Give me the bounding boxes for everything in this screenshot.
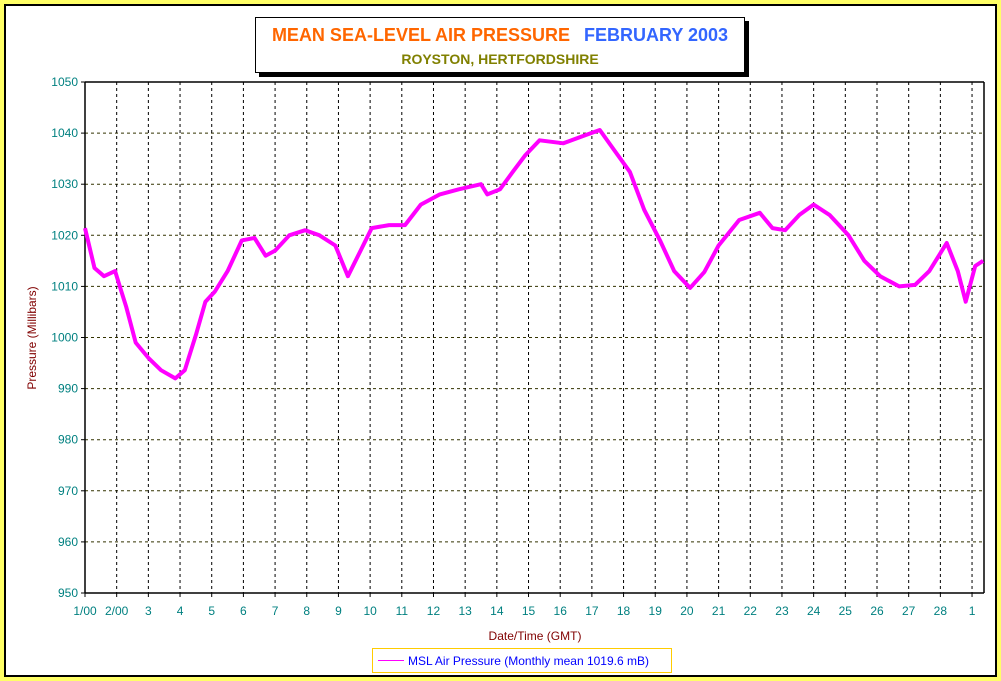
x-tick-label: 14 — [490, 604, 504, 618]
x-tick-label: 27 — [902, 604, 916, 618]
chart-title: MEAN SEA-LEVEL AIR PRESSURE — [271, 25, 570, 45]
x-tick-label: 20 — [680, 604, 694, 618]
x-tick-label: 5 — [208, 604, 215, 618]
y-axis-label: Pressure (Millibars) — [25, 286, 39, 389]
legend-label: MSL Air Pressure (Monthly mean 1019.6 mB… — [408, 653, 649, 668]
x-tick-label: 10 — [363, 604, 377, 618]
x-tick-label: 18 — [617, 604, 631, 618]
x-tick-label: 23 — [775, 604, 789, 618]
x-tick-label: 15 — [522, 604, 536, 618]
legend-swatch — [378, 660, 404, 661]
x-tick-label: 1/00 — [73, 604, 97, 618]
y-tick-label: 990 — [58, 382, 78, 396]
x-tick-label: 3 — [145, 604, 152, 618]
x-tick-label: 6 — [240, 604, 247, 618]
y-tick-label: 1010 — [51, 279, 78, 293]
x-tick-label: 7 — [272, 604, 279, 618]
x-tick-label: 21 — [712, 604, 726, 618]
x-tick-label: 11 — [396, 604, 409, 618]
y-tick-label: 980 — [58, 433, 78, 447]
x-tick-label: 12 — [427, 604, 441, 618]
x-tick-label: 25 — [839, 604, 853, 618]
x-tick-label: 4 — [177, 604, 184, 618]
y-tick-label: 1020 — [51, 228, 78, 242]
y-tick-label: 970 — [58, 484, 78, 498]
y-tick-label: 960 — [58, 535, 78, 549]
legend: MSL Air Pressure (Monthly mean 1019.6 mB… — [372, 648, 672, 673]
x-tick-label: 1 — [969, 604, 976, 618]
y-tick-label: 1050 — [51, 75, 78, 89]
x-tick-label: 26 — [870, 604, 884, 618]
x-tick-label: 19 — [649, 604, 663, 618]
x-tick-label: 13 — [458, 604, 472, 618]
x-tick-label: 2/00 — [105, 604, 129, 618]
chart-title-box: MEAN SEA-LEVEL AIR PRESSURE FEBRUARY 2003… — [255, 17, 745, 73]
x-axis-label: Date/Time (GMT) — [489, 629, 582, 643]
y-tick-label: 1040 — [51, 126, 78, 140]
x-tick-label: 22 — [744, 604, 758, 618]
y-tick-label: 950 — [58, 586, 78, 600]
y-tick-label: 1000 — [51, 331, 78, 345]
x-tick-label: 17 — [585, 604, 599, 618]
chart-frame — [4, 4, 997, 677]
x-tick-label: 24 — [807, 604, 821, 618]
pressure-series-line — [83, 128, 985, 381]
y-tick-label: 1030 — [51, 177, 78, 191]
x-tick-label: 28 — [934, 604, 948, 618]
x-tick-label: 9 — [335, 604, 342, 618]
x-tick-label: 8 — [303, 604, 310, 618]
chart-title-period: FEBRUARY 2003 — [583, 25, 729, 45]
x-tick-label: 16 — [554, 604, 568, 618]
chart-subtitle: ROYSTON, HERTFORDSHIRE — [401, 51, 599, 67]
